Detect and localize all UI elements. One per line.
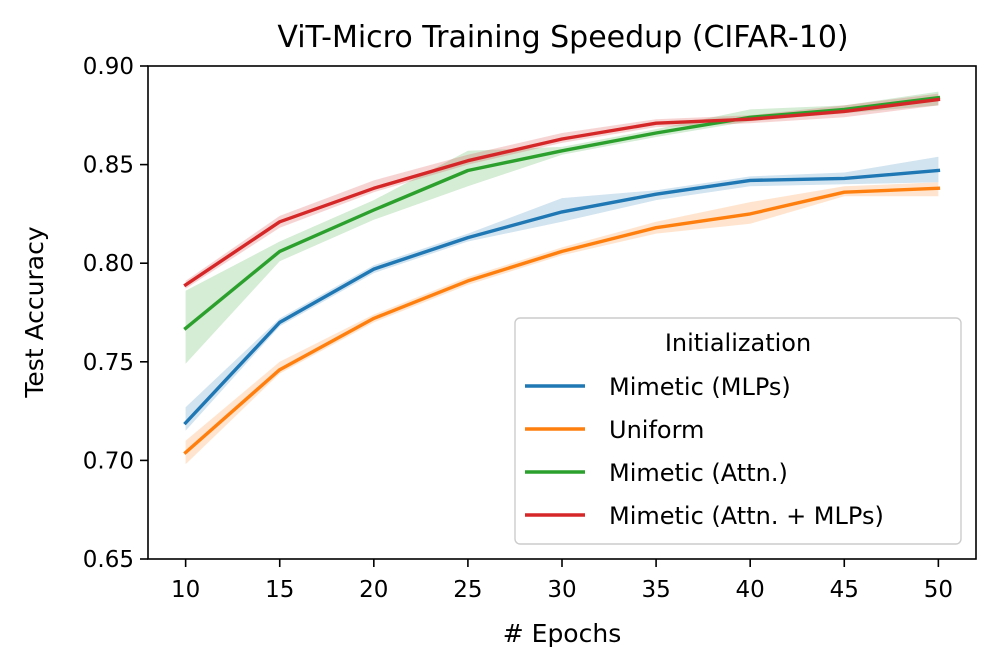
x-tick-label-45: 45 bbox=[830, 577, 859, 603]
x-axis-ticks: 10 15 20 25 30 35 40 45 50 bbox=[171, 559, 953, 603]
legend-label-mimetic-mlps: Mimetic (MLPs) bbox=[609, 373, 791, 401]
y-axis-ticks: 0.65 0.70 0.75 0.80 0.85 0.90 bbox=[83, 54, 148, 573]
legend-label-mimetic-attn-mlps: Mimetic (Attn. + MLPs) bbox=[609, 502, 884, 530]
x-tick-label-30: 30 bbox=[547, 577, 576, 603]
series-lines bbox=[183, 95, 941, 455]
band-mimetic-attn-mlps bbox=[185, 93, 939, 289]
y-tick-label-0.80: 0.80 bbox=[83, 251, 134, 277]
legend-title: Initialization bbox=[665, 329, 811, 357]
y-tick-label-0.90: 0.90 bbox=[83, 54, 134, 80]
y-tick-label-0.65: 0.65 bbox=[83, 547, 134, 573]
x-tick-label-15: 15 bbox=[265, 577, 294, 603]
x-tick-label-10: 10 bbox=[171, 577, 200, 603]
legend-box bbox=[514, 317, 962, 545]
legend-label-mimetic-attn: Mimetic (Attn.) bbox=[609, 459, 788, 487]
plot-frame bbox=[147, 65, 977, 560]
x-tick-label-35: 35 bbox=[641, 577, 670, 603]
y-tick-label-0.85: 0.85 bbox=[83, 153, 134, 179]
x-tick-label-20: 20 bbox=[359, 577, 388, 603]
x-tick-label-50: 50 bbox=[924, 577, 953, 603]
x-tick-label-25: 25 bbox=[453, 577, 482, 603]
chart-title: ViT-Micro Training Speedup (CIFAR-10) bbox=[277, 20, 848, 55]
legend: Initialization Mimetic (MLPs)UniformMime… bbox=[514, 317, 962, 545]
y-axis-label: Test Accuracy bbox=[20, 226, 49, 399]
y-tick-label-0.70: 0.70 bbox=[83, 448, 134, 474]
legend-label-uniform: Uniform bbox=[609, 416, 704, 444]
y-tick-label-0.75: 0.75 bbox=[83, 350, 134, 376]
x-axis-label: # Epochs bbox=[503, 619, 621, 648]
x-tick-label-40: 40 bbox=[736, 577, 765, 603]
legend-items: Mimetic (MLPs) Uniform Mimetic (Attn.) Mime… bbox=[525, 373, 884, 530]
